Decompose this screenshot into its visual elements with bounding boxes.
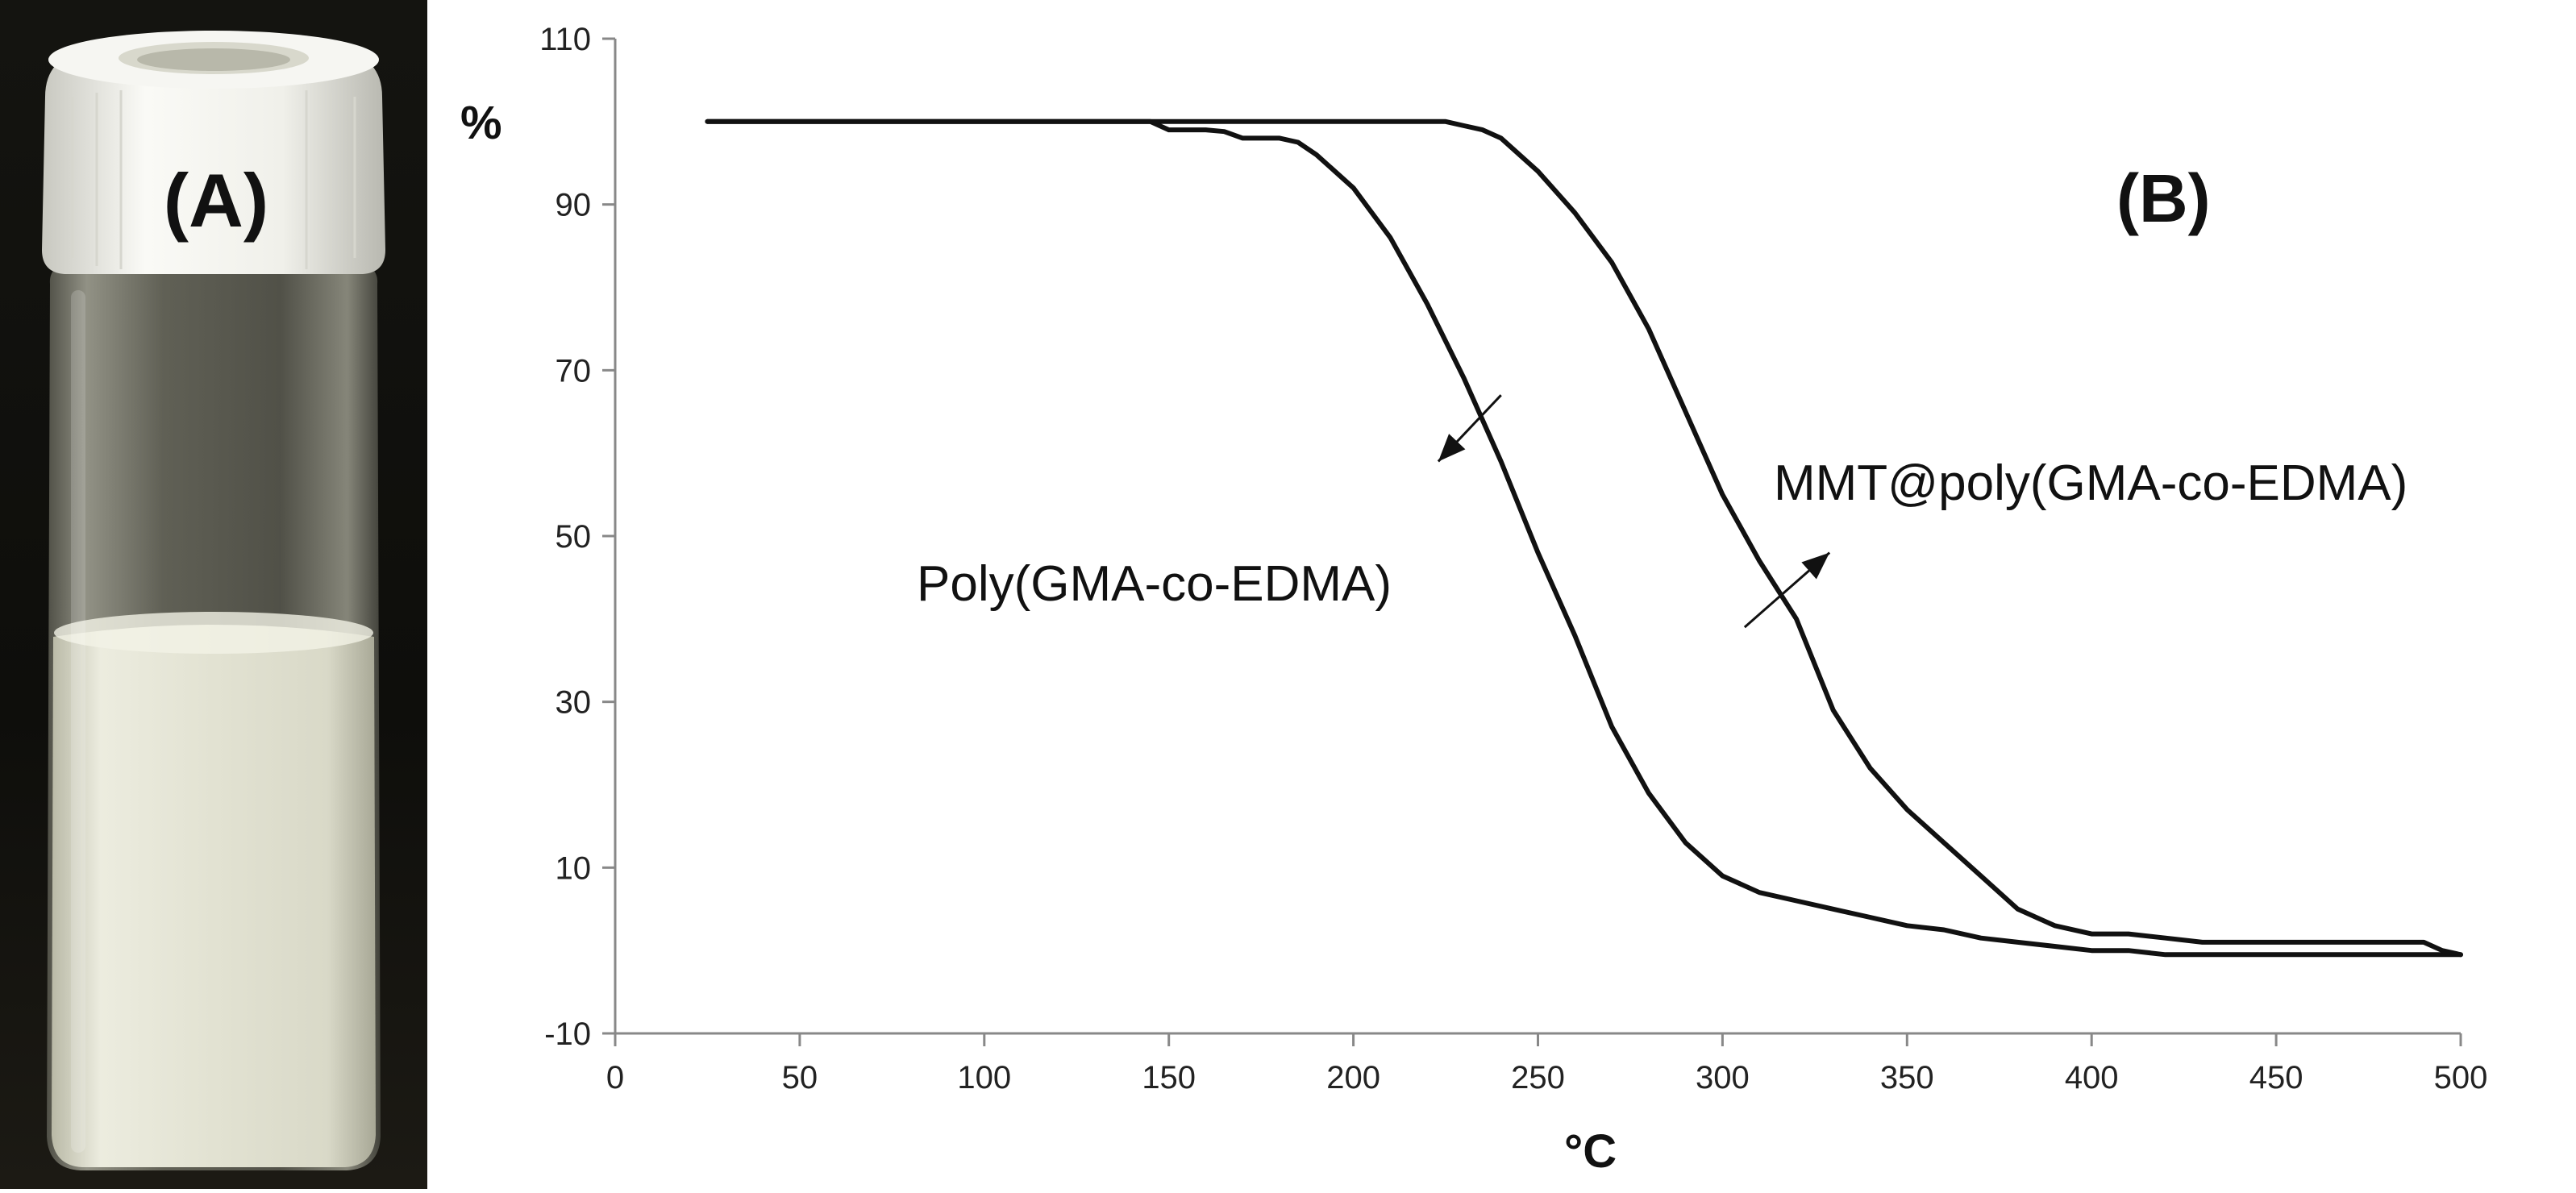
x-tick-label: 100: [957, 1060, 1011, 1095]
annotation-arrow-head: [1801, 552, 1830, 580]
y-tick-label: 30: [556, 685, 592, 721]
x-axis-unit-label: °C: [1564, 1125, 1617, 1178]
series-poly-gma-line: [705, 118, 2463, 958]
annotation-group: Poly(GMA-co-EDMA) MMT@poly(GMA-co-EDMA): [917, 394, 2407, 629]
annotation-arrow-head: [1438, 434, 1466, 462]
x-tick-label: 350: [1880, 1060, 1934, 1095]
y-tick-label: 10: [556, 850, 592, 886]
x-tick-label: 300: [1696, 1060, 1750, 1095]
x-tick-label: 0: [606, 1060, 624, 1095]
series-mmt-poly-gma-line: [705, 118, 2463, 958]
x-tick-label: 50: [782, 1060, 818, 1095]
y-tick-label: -10: [544, 1016, 591, 1052]
vial-photo: [0, 0, 427, 1189]
x-tick-label: 200: [1326, 1060, 1380, 1095]
y-tick-label: 110: [539, 22, 591, 57]
vial-photo-panel: (A): [0, 0, 427, 1189]
y-tick-label: 50: [556, 519, 592, 555]
tga-chart: -10 10 30 50 70 90 110 0 50 100 150 200 250 300 350 40…: [460, 22, 2488, 1178]
y-axis-unit-label: %: [460, 97, 502, 149]
y-tick-group: -10 10 30 50 70 90 110: [539, 22, 615, 1052]
y-tick-label: 90: [556, 188, 592, 223]
panel-b-label: (B): [2116, 160, 2211, 236]
x-tick-label: 450: [2249, 1060, 2303, 1095]
x-tick-group: 0 50 100 150 200 250 300 350 400 450 500: [606, 1033, 2488, 1095]
vial-liquid: [52, 625, 376, 1167]
x-tick-label: 400: [2065, 1060, 2119, 1095]
x-tick-label: 500: [2434, 1060, 2488, 1095]
x-tick-label: 150: [1142, 1060, 1196, 1095]
vial-cap: [42, 50, 385, 274]
tga-chart-panel: -10 10 30 50 70 90 110 0 50 100 150 200 250 300 350 40…: [427, 0, 2576, 1189]
y-tick-label: 70: [556, 353, 592, 389]
series-annotation-label: MMT@poly(GMA-co-EDMA): [1774, 455, 2407, 511]
series-annotation-label: Poly(GMA-co-EDMA): [917, 556, 1392, 612]
x-tick-label: 250: [1511, 1060, 1565, 1095]
panel-a-label: (A): [163, 158, 269, 243]
series-group: [705, 118, 2463, 958]
